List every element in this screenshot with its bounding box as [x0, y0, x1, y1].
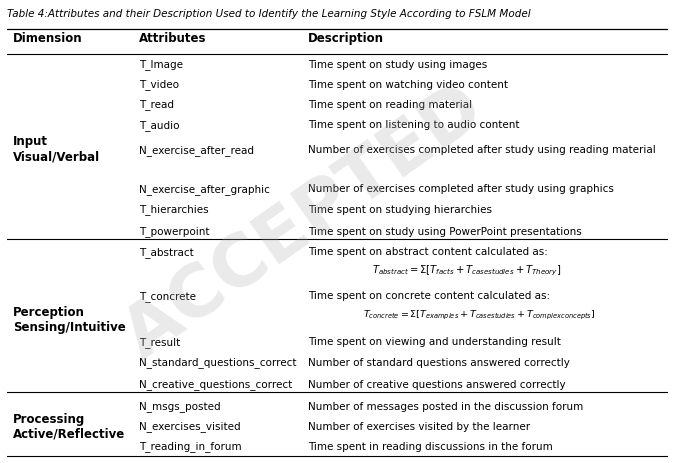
Text: T_result: T_result: [139, 336, 180, 347]
Text: Number of standard questions answered correctly: Number of standard questions answered co…: [308, 357, 570, 367]
Text: Time spent on study using PowerPoint presentations: Time spent on study using PowerPoint pre…: [308, 226, 581, 236]
Text: Time spent on listening to audio content: Time spent on listening to audio content: [308, 120, 519, 130]
Text: Dimension: Dimension: [14, 32, 83, 45]
Text: T_powerpoint: T_powerpoint: [139, 226, 209, 237]
Text: Input
Visual/Verbal: Input Visual/Verbal: [14, 135, 101, 163]
Text: T_video: T_video: [139, 79, 179, 90]
Text: Time spent on studying hierarchies: Time spent on studying hierarchies: [308, 204, 491, 214]
Text: Time spent on concrete content calculated as:: Time spent on concrete content calculate…: [308, 291, 550, 300]
Text: N_msgs_posted: N_msgs_posted: [139, 400, 221, 411]
Text: N_standard_questions_correct: N_standard_questions_correct: [139, 357, 296, 367]
Text: Table 4:Attributes and their Description Used to Identify the Learning Style Acc: Table 4:Attributes and their Description…: [7, 9, 531, 19]
Text: T_hierarchies: T_hierarchies: [139, 204, 209, 214]
Text: Processing
Active/Reflective: Processing Active/Reflective: [14, 412, 126, 440]
Text: Time spent on reading material: Time spent on reading material: [308, 100, 472, 110]
Text: Number of messages posted in the discussion forum: Number of messages posted in the discuss…: [308, 401, 583, 411]
Text: $\mathit{T}_{abstract}$$ = \mathit{\Sigma}[\mathit{T}_{facts} + \mathit{T}_{case: $\mathit{T}_{abstract}$$ = \mathit{\Sigm…: [372, 263, 561, 278]
Text: Number of exercises completed after study using graphics: Number of exercises completed after stud…: [308, 184, 614, 194]
Text: Time spent in reading discussions in the forum: Time spent in reading discussions in the…: [308, 441, 552, 451]
Text: T_abstract: T_abstract: [139, 246, 194, 257]
Text: Time spent on study using images: Time spent on study using images: [308, 60, 487, 69]
Text: T_read: T_read: [139, 99, 174, 110]
Text: N_exercises_visited: N_exercises_visited: [139, 420, 241, 432]
Text: Number of exercises completed after study using reading material: Number of exercises completed after stud…: [308, 145, 655, 155]
Text: Time spent on viewing and understanding result: Time spent on viewing and understanding …: [308, 337, 561, 347]
Text: $\mathit{T}_{concrete}$$ = \mathit{\Sigma}[\mathit{T}_{examples} + \mathit{T}_{c: $\mathit{T}_{concrete}$$ = \mathit{\Sigm…: [363, 308, 596, 321]
Text: T_Image: T_Image: [139, 59, 183, 70]
Text: Time spent on abstract content calculated as:: Time spent on abstract content calculate…: [308, 246, 547, 257]
Text: Perception
Sensing/Intuitive: Perception Sensing/Intuitive: [14, 306, 126, 333]
Text: Number of creative questions answered correctly: Number of creative questions answered co…: [308, 379, 566, 389]
Text: N_creative_questions_correct: N_creative_questions_correct: [139, 378, 292, 389]
Text: N_exercise_after_graphic: N_exercise_after_graphic: [139, 184, 270, 194]
Text: Time spent on watching video content: Time spent on watching video content: [308, 80, 508, 90]
Text: Number of exercises visited by the learner: Number of exercises visited by the learn…: [308, 421, 530, 431]
Text: ACCEPTED: ACCEPTED: [111, 73, 497, 372]
Text: T_reading_in_forum: T_reading_in_forum: [139, 441, 242, 451]
Text: T_audio: T_audio: [139, 119, 180, 130]
Text: Attributes: Attributes: [139, 32, 207, 45]
Text: N_exercise_after_read: N_exercise_after_read: [139, 144, 254, 156]
Text: T_concrete: T_concrete: [139, 291, 196, 301]
Text: Description: Description: [308, 32, 383, 45]
